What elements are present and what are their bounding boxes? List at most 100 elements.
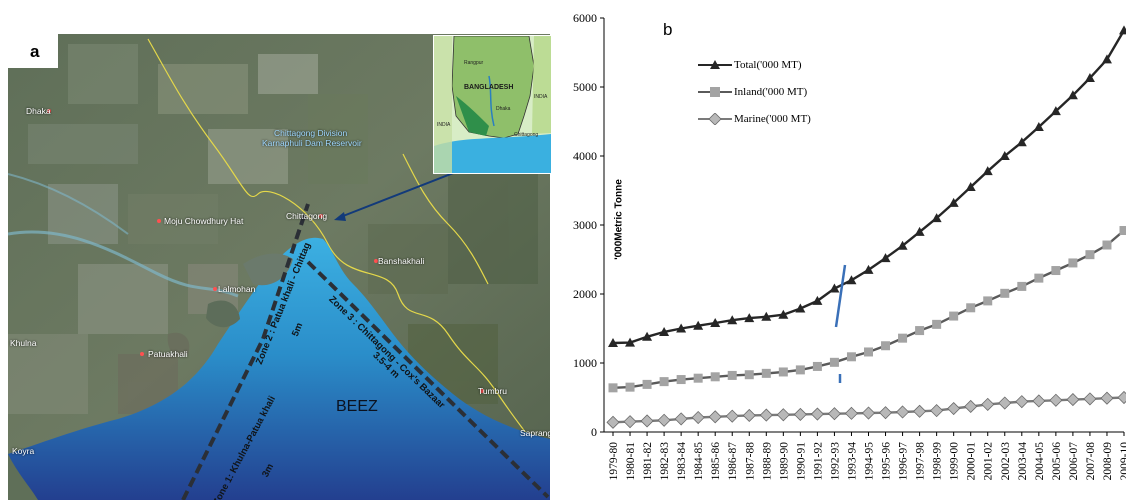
legend-total: Total('000 MT) xyxy=(698,59,802,71)
data-point-total xyxy=(897,240,908,250)
place-label-chittagong-division: Chittagong Division xyxy=(274,128,348,138)
data-point-total xyxy=(795,303,806,313)
data-point-inland xyxy=(608,383,618,393)
data-point-marine xyxy=(844,406,859,420)
break-marker xyxy=(834,264,847,328)
x-tick-label: 1990-91 xyxy=(795,442,807,481)
x-tick-label: 2001-02 xyxy=(983,442,995,481)
data-point-marine xyxy=(1100,391,1114,405)
data-point-inland xyxy=(881,341,891,351)
data-point-marine xyxy=(1083,392,1097,406)
data-point-total xyxy=(710,317,721,327)
data-point-marine xyxy=(708,410,722,424)
data-point-total xyxy=(1084,73,1095,83)
x-tick-label: 1980-81 xyxy=(625,442,637,481)
data-point-marine xyxy=(674,412,688,426)
x-tick-label: 1987-88 xyxy=(744,442,756,481)
data-point-marine xyxy=(981,397,995,411)
data-point-inland xyxy=(1000,288,1010,298)
x-tick-label: 2003-04 xyxy=(1017,442,1029,481)
place-label-banshakhali: Banshakhali xyxy=(378,256,425,266)
data-point-inland xyxy=(795,365,805,375)
data-point-inland xyxy=(915,326,925,336)
panel-a-label: a xyxy=(30,42,40,61)
data-point-inland xyxy=(949,311,959,321)
data-point-marine xyxy=(896,405,910,419)
data-point-inland xyxy=(1102,240,1112,250)
y-tick-label: 0 xyxy=(591,425,597,439)
legend-marine-swatch xyxy=(698,113,732,125)
data-point-total xyxy=(1033,122,1044,132)
legend-inland: Inland('000 MT) xyxy=(698,86,807,98)
data-point-marine xyxy=(930,404,944,418)
x-tick-label: 1981-82 xyxy=(642,442,654,481)
x-tick-label: 2005-06 xyxy=(1051,442,1063,481)
place-label-patuakhali: Patuakhali xyxy=(148,349,188,359)
inset-dhaka: Dhaka xyxy=(496,106,511,112)
place-label-koyra: Koyra xyxy=(12,446,35,456)
data-point-total xyxy=(608,337,618,347)
data-point-marine xyxy=(998,396,1012,410)
x-tick-label: 1985-86 xyxy=(710,442,722,481)
chart-series xyxy=(606,25,1126,429)
data-point-total xyxy=(948,197,959,207)
data-point-total xyxy=(642,331,653,341)
legend-marine: Marine('000 MT) xyxy=(698,113,811,125)
data-point-marine xyxy=(947,401,961,416)
island xyxy=(243,253,293,286)
x-tick-label: 2008-09 xyxy=(1102,442,1114,481)
data-point-total xyxy=(659,326,670,336)
y-tick-label: 2000 xyxy=(573,287,597,301)
data-point-inland xyxy=(1051,266,1061,276)
place-label-reservoir: Karnaphuli Dam Reservoir xyxy=(262,138,362,148)
data-point-total xyxy=(999,151,1010,160)
data-point-inland xyxy=(744,370,754,380)
x-tick-label: 1988-89 xyxy=(761,442,773,481)
chart-canvas: 0 1000 2000 3000 4000 5000 6000 1979-80 1980-81 1… xyxy=(573,11,1126,481)
data-point-marine xyxy=(640,414,654,428)
data-point-marine xyxy=(1049,393,1063,407)
panel-a-label-box: a xyxy=(8,34,58,68)
data-point-inland xyxy=(1068,258,1078,268)
inset-india-right: INDIA xyxy=(534,94,548,100)
place-label-moju: Moju Chowdhury Hat xyxy=(164,216,244,226)
data-point-marine xyxy=(861,406,876,420)
data-point-inland xyxy=(829,357,839,367)
bay-of-bengal xyxy=(8,237,550,500)
data-point-total xyxy=(693,320,704,330)
place-label-chittagong: Chittagong xyxy=(286,211,328,221)
y-tick-label: 3000 xyxy=(573,218,597,232)
x-tick-label: 1989-90 xyxy=(778,442,790,481)
data-point-total xyxy=(1119,25,1126,35)
x-tick-label: 1983-84 xyxy=(676,442,688,481)
data-point-marine xyxy=(776,408,790,422)
data-point-total xyxy=(1050,106,1061,116)
data-point-total xyxy=(846,275,857,285)
data-point-marine xyxy=(827,407,841,421)
data-point-inland xyxy=(676,375,686,385)
data-point-total xyxy=(982,166,993,176)
data-point-inland xyxy=(932,319,942,329)
y-tick-label: 4000 xyxy=(573,149,597,163)
data-point-marine xyxy=(725,409,739,423)
data-point-inland xyxy=(710,372,720,382)
x-tick-label: 1982-83 xyxy=(659,442,671,481)
data-point-inland xyxy=(812,361,822,371)
data-point-marine xyxy=(691,410,705,425)
data-point-total xyxy=(761,311,772,321)
data-point-marine xyxy=(964,399,978,414)
beez-label: BEEZ xyxy=(336,398,378,415)
x-tick-label: 1995-96 xyxy=(881,442,893,481)
inset-map: BANGLADESH INDIA INDIA Rangpur Dhaka Chi… xyxy=(433,35,552,174)
inset-country-label: BANGLADESH xyxy=(464,84,514,91)
series-line-1 xyxy=(612,229,1125,389)
y-tick-label: 1000 xyxy=(573,356,597,370)
data-point-marine xyxy=(878,406,893,420)
data-point-total xyxy=(625,337,636,347)
data-point-inland xyxy=(625,382,635,392)
legend-inland-swatch xyxy=(698,87,732,97)
data-point-marine xyxy=(606,415,620,429)
data-point-marine xyxy=(742,408,756,423)
legend-marine-label: Marine('000 MT) xyxy=(734,113,811,125)
river xyxy=(8,230,239,298)
